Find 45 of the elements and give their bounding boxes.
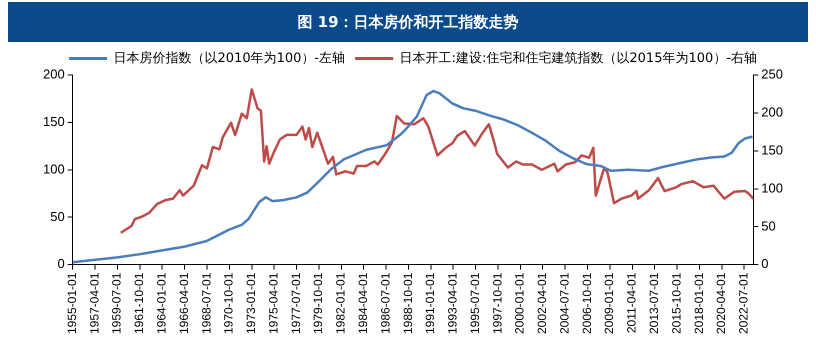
y2-tick-label: 150 [761,142,784,158]
x-tick-label: 2000-01-01 [512,272,527,334]
x-tick-label: 1995-07-01 [468,272,482,334]
x-tick-label: 1966-04-01 [176,272,191,334]
x-tick-label: 1970-10-01 [222,272,236,334]
x-tick-label: 2006-10-01 [580,272,594,334]
chart-title: 图 19：日本房价和开工指数走势 [8,2,808,42]
x-tick-label: 2009-01-01 [602,272,616,334]
x-tick-label: 2011-04-01 [624,272,639,334]
y2-tick-label: 250 [761,66,784,82]
x-tick-label: 1982-01-01 [334,272,348,334]
x-tick-label: 1979-10-01 [311,272,326,334]
x-tick-label: 2020-04-01 [714,272,728,334]
y-tick-label: 0 [57,256,65,272]
x-tick-label: 1955-01-01 [65,272,79,334]
legend-label: 日本房价指数（以2010年为100）-左轴 [114,50,346,66]
x-tick-label: 1991-01-01 [423,272,438,334]
x-tick-label: 2022-07-01 [736,272,750,334]
y2-tick-label: 0 [761,256,769,272]
x-tick-label: 1997-10-01 [490,272,504,334]
x-tick-label: 1984-04-01 [356,272,370,334]
y-tick-label: 150 [42,114,65,129]
x-tick-label: 1986-07-01 [378,272,392,334]
y-tick-label: 200 [42,66,65,82]
x-tick-label: 1973-01-01 [244,272,258,334]
x-tick-label: 1968-07-01 [199,272,214,334]
x-tick-label: 1961-10-01 [132,272,146,334]
x-tick-label: 1988-10-01 [400,272,415,334]
x-tick-label: 2015-10-01 [669,272,684,334]
x-tick-label: 1964-01-01 [154,272,169,334]
y2-tick-label: 50 [761,218,776,234]
legend-label: 日本开工:建设:住宅和住宅建筑指数（以2015年为100）-右轴 [400,50,757,66]
y2-tick-label: 100 [761,180,784,196]
x-tick-label: 1977-07-01 [288,272,303,334]
y-tick-label: 50 [50,208,65,224]
x-tick-label: 1975-04-01 [266,272,280,334]
x-tick-label: 2002-04-01 [535,272,550,334]
x-tick-label: 2013-07-01 [646,272,661,334]
x-tick-label: 2004-07-01 [557,272,572,334]
x-tick-label: 2018-01-01 [692,272,706,334]
x-tick-label: 1957-04-01 [87,272,102,334]
x-tick-label: 1993-04-01 [446,272,460,334]
x-tick-label: 1959-07-01 [110,272,124,334]
y-tick-label: 100 [42,161,65,176]
y2-tick-label: 200 [761,104,784,120]
